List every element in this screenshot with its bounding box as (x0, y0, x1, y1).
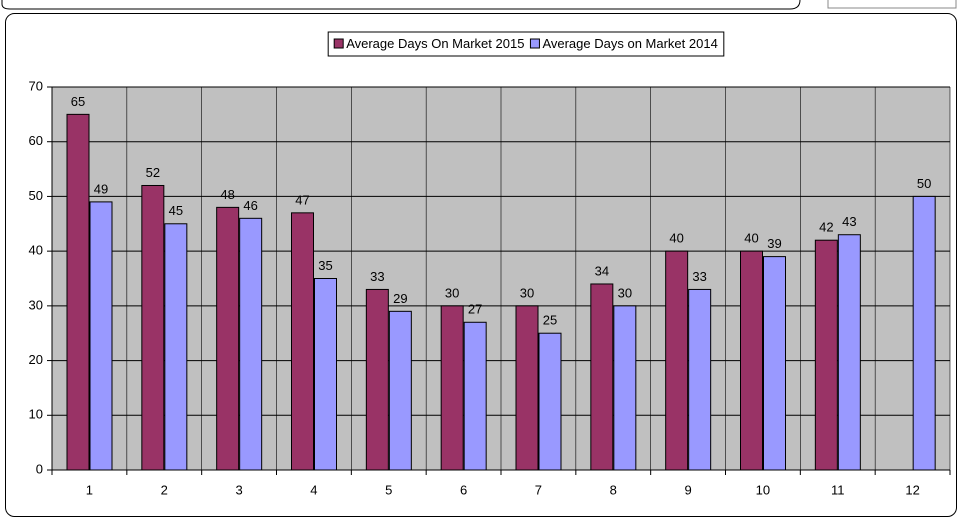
x-tick-label: 8 (610, 482, 617, 497)
y-tick-label: 50 (29, 188, 43, 203)
bar (216, 206, 240, 471)
y-tick-label: 20 (29, 352, 43, 367)
bar (590, 283, 614, 471)
y-tick-label: 30 (29, 297, 43, 312)
bar (141, 184, 165, 471)
bar (291, 212, 314, 471)
y-tick-label: 0 (36, 461, 43, 476)
bar (66, 113, 90, 471)
bar (538, 332, 562, 471)
value-label: 47 (295, 192, 309, 207)
bar (837, 234, 861, 471)
x-tick-label: 9 (684, 482, 691, 497)
value-label: 34 (595, 263, 609, 278)
legend-swatch (333, 38, 344, 49)
y-tick-label: 10 (29, 407, 43, 422)
x-tick-label: 11 (831, 482, 845, 497)
bar (665, 250, 689, 471)
bar (688, 288, 712, 471)
y-tick-label: 60 (29, 133, 43, 148)
x-tick-label: 1 (86, 482, 93, 497)
legend-box (327, 31, 725, 57)
value-label: 40 (744, 231, 758, 246)
x-tick-label: 12 (905, 482, 919, 497)
x-tick-label: 10 (756, 482, 770, 497)
x-tick-label: 2 (161, 482, 168, 497)
value-label: 33 (692, 269, 706, 284)
bar (912, 195, 936, 471)
bar (613, 305, 637, 471)
value-label: 29 (393, 291, 407, 306)
value-label: 65 (71, 94, 85, 109)
value-label: 45 (169, 203, 183, 218)
bar (463, 321, 487, 471)
value-label: 33 (370, 269, 384, 284)
y-tick-label: 40 (29, 243, 43, 258)
x-tick-label: 3 (235, 482, 242, 497)
bar (814, 239, 838, 471)
bar (239, 217, 263, 471)
value-label: 30 (618, 285, 632, 300)
legend-label: Average Days On Market 2015 (346, 36, 524, 51)
value-label: 27 (468, 302, 482, 317)
bar (164, 223, 188, 471)
value-label: 35 (318, 258, 332, 273)
x-tick-label: 4 (310, 482, 317, 497)
value-label: 25 (543, 313, 557, 328)
value-label: 30 (520, 285, 534, 300)
plot-area: 0102030405060701654925245348464473553329… (29, 78, 951, 497)
bar (740, 250, 763, 471)
value-label: 39 (767, 236, 781, 251)
frame-remnant (827, 0, 957, 9)
legend-swatch (529, 38, 540, 49)
value-label: 30 (445, 285, 459, 300)
value-label: 46 (243, 198, 257, 213)
frame-remnant (1, 0, 801, 10)
x-tick-label: 6 (460, 482, 467, 497)
x-tick-label: 7 (535, 482, 542, 497)
bar (763, 256, 786, 471)
value-label: 43 (842, 214, 856, 229)
value-label: 49 (94, 181, 108, 196)
legend: Average Days On Market 2015 Average Days … (327, 31, 725, 57)
value-label: 50 (917, 176, 931, 191)
bar (515, 305, 539, 471)
bar (440, 305, 464, 471)
y-tick-label: 70 (29, 78, 43, 93)
value-label: 42 (819, 220, 833, 235)
bar (388, 310, 412, 471)
bar (314, 278, 337, 471)
bar (89, 201, 113, 471)
value-label: 48 (220, 187, 234, 202)
legend-label: Average Days on Market 2014 (542, 36, 717, 51)
bar (365, 288, 389, 471)
value-label: 40 (669, 231, 683, 246)
x-tick-label: 5 (385, 482, 392, 497)
value-label: 52 (146, 165, 160, 180)
